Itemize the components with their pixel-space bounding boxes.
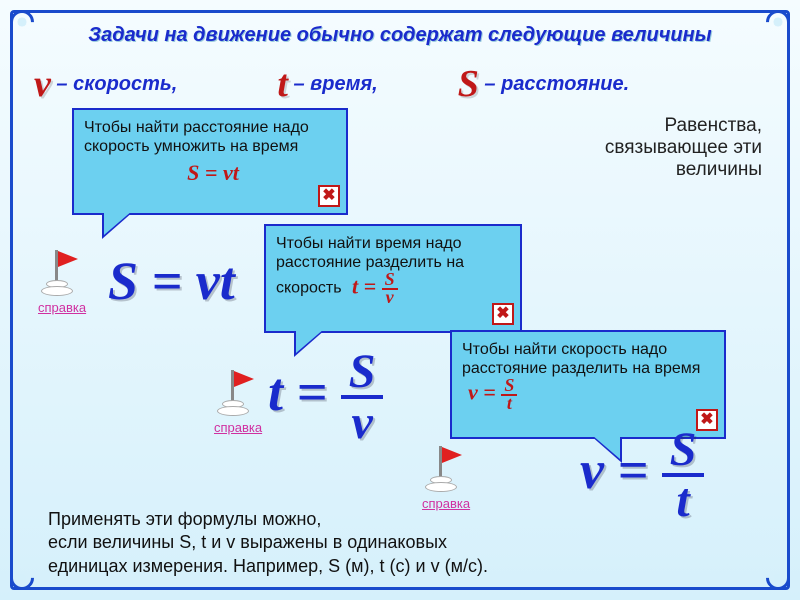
callout-distance: Чтобы найти расстояние надо скорость умн… bbox=[72, 108, 348, 215]
frac-num: S bbox=[662, 430, 705, 477]
definitions-row: v – скорость, t – время, S – расстояние. bbox=[34, 62, 770, 106]
callout-distance-formula: S = vt bbox=[90, 160, 336, 186]
close-icon[interactable]: ✖ bbox=[696, 409, 718, 431]
flag-base bbox=[425, 482, 457, 492]
flag-link[interactable]: справка bbox=[38, 300, 86, 315]
formula-s-vt: S = vt bbox=[108, 250, 235, 312]
close-icon[interactable]: ✖ bbox=[492, 303, 514, 325]
corner-ornament bbox=[761, 561, 795, 595]
callout-tail bbox=[296, 329, 324, 353]
callout-time: Чтобы найти время надо расстояние раздел… bbox=[264, 224, 522, 333]
callout-distance-text: Чтобы найти расстояние надо скорость умн… bbox=[84, 119, 309, 155]
sidenote-text: Равенства, связывающее эти величины bbox=[602, 115, 762, 181]
formula-lhs: t = bbox=[268, 362, 327, 422]
symbol-s: S bbox=[458, 62, 479, 106]
callout-speed-formula: v = St bbox=[468, 378, 517, 411]
frac-den: v bbox=[382, 290, 398, 305]
page-title: Задачи на движение обычно содержат следу… bbox=[0, 24, 800, 47]
formula-lhs: v = bbox=[580, 440, 648, 500]
eq-lhs: t = bbox=[352, 274, 376, 299]
flag-triangle bbox=[234, 371, 254, 387]
eq-lhs: v = bbox=[468, 380, 496, 405]
formula-v-st: v = St bbox=[580, 430, 704, 522]
symbol-t: t bbox=[277, 62, 288, 106]
def-t-text: – время, bbox=[288, 73, 378, 95]
def-time: t – время, bbox=[277, 62, 377, 106]
symbol-v: v bbox=[34, 62, 51, 106]
frac-den: t bbox=[662, 477, 705, 522]
flag-base bbox=[41, 286, 73, 296]
callout-tail bbox=[104, 211, 132, 235]
def-distance: S – расстояние. bbox=[458, 62, 629, 106]
bottom-line-2: если величины S, t и v выражены в одинак… bbox=[48, 531, 488, 554]
flag-triangle bbox=[58, 251, 78, 267]
close-icon[interactable]: ✖ bbox=[318, 185, 340, 207]
bottom-note: Применять эти формулы можно, если величи… bbox=[48, 508, 488, 578]
callout-time-formula: t = Sv bbox=[352, 272, 398, 305]
frac-den: t bbox=[501, 396, 517, 411]
def-s-text: – расстояние. bbox=[479, 73, 629, 95]
frac-num: S bbox=[341, 352, 384, 399]
callout-speed-text: Чтобы найти скорость надо расстояние раз… bbox=[462, 341, 700, 377]
bottom-line-3: единицах измерения. Например, S (м), t (… bbox=[48, 555, 488, 578]
def-v-text: – скорость, bbox=[51, 73, 177, 95]
frac-den: v bbox=[341, 399, 384, 444]
flag-triangle bbox=[442, 447, 462, 463]
corner-ornament bbox=[5, 561, 39, 595]
flag-base bbox=[217, 406, 249, 416]
def-velocity: v – скорость, bbox=[34, 62, 177, 106]
formula-t-sv: t = Sv bbox=[268, 352, 383, 444]
flag-link[interactable]: справка bbox=[214, 420, 262, 435]
bottom-line-1: Применять эти формулы можно, bbox=[48, 508, 488, 531]
